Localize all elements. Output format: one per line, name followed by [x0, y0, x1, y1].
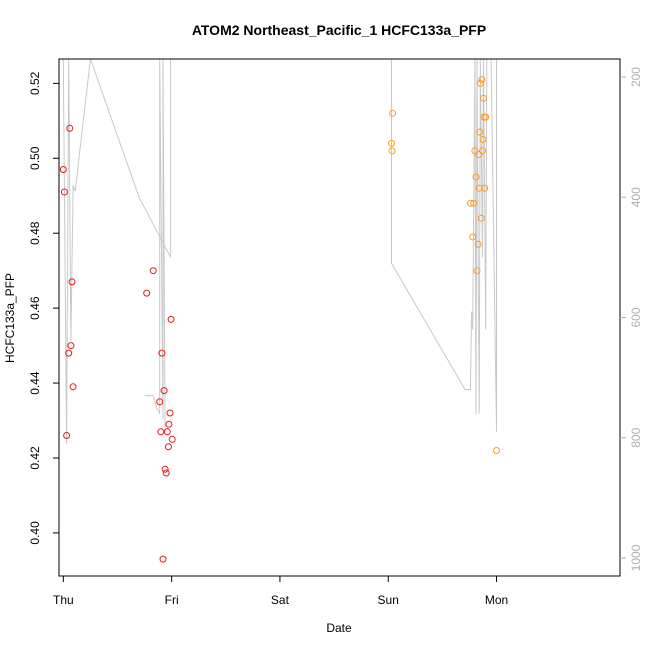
data-point-1-12: [476, 128, 484, 136]
pressure-line-1: [62, 59, 497, 444]
axes: Thu Fri Sat Sun Mon 0.40 0.42 0.44 0.46 0.48 0.50 0…: [28, 67, 643, 607]
data-point-0-7: [69, 383, 77, 391]
data-point-0-13: [159, 555, 167, 563]
data-point-1-17: [479, 136, 487, 143]
data-point-0-17: [163, 428, 171, 436]
data-point-0-14: [160, 387, 168, 395]
data-point-1-8: [473, 267, 481, 275]
data-point-0-8: [143, 289, 151, 297]
plot-frame: [58, 58, 621, 577]
data-point-0-16: [162, 469, 170, 477]
data-point-0-5: [67, 342, 75, 350]
data-point-0-18: [164, 443, 172, 451]
data-point-0-11: [157, 428, 165, 436]
y-tick-label-2: 0.44: [28, 371, 42, 395]
data-point-1-21: [482, 113, 490, 121]
y-tick-label-3: 0.46: [28, 296, 42, 320]
data-point-1-14: [477, 214, 485, 222]
data-point-0-15: [161, 465, 169, 473]
data-point-1-16: [479, 147, 486, 155]
data-point-1-5: [470, 199, 478, 207]
y-tick-label-4: 0.48: [28, 221, 42, 245]
data-point-0-12: [158, 349, 166, 357]
x-tick-label-1: Fri: [165, 593, 179, 607]
chart-title: ATOM2 Northeast_Pacific_1 HCFC133a_PFP: [192, 22, 486, 38]
data-point-1-11: [475, 184, 483, 192]
data-point-1-18: [480, 94, 487, 102]
data-point-1-2: [389, 109, 397, 117]
data-point-0-1: [60, 188, 68, 196]
data-point-1-15: [478, 76, 486, 84]
data-point-0-22: [168, 435, 176, 443]
x-axis-label: Date: [326, 621, 352, 635]
data-point-0-2: [63, 432, 71, 439]
data-point-0-10: [156, 398, 164, 406]
data-point-1-6: [471, 147, 479, 155]
data-point-1-4: [469, 233, 477, 241]
data-point-1-7: [472, 173, 480, 181]
right-tick-label-3: 800: [629, 427, 643, 447]
data-point-1-20: [481, 184, 489, 192]
data-point-0-4: [66, 124, 74, 132]
data-point-1-22: [493, 447, 500, 454]
plot-marks: [59, 59, 500, 563]
x-tick-label-3: Sun: [378, 593, 399, 607]
right-tick-label-4: 1000: [629, 544, 643, 571]
y-axis-label: HCFC133a_PFP: [3, 273, 17, 363]
data-point-0-20: [166, 409, 174, 417]
data-point-1-13: [476, 79, 484, 87]
data-point-0-0: [59, 166, 67, 173]
data-point-1-10: [475, 151, 483, 158]
pressure-line-2: [144, 59, 166, 432]
y-tick-label-5: 0.50: [28, 146, 42, 170]
data-point-1-1: [388, 147, 396, 155]
y-tick-label-6: 0.52: [28, 71, 42, 95]
data-point-1-3: [467, 199, 474, 207]
right-tick-label-0: 200: [629, 67, 643, 87]
y-tick-label-1: 0.42: [28, 446, 42, 470]
x-tick-label-4: Mon: [485, 593, 508, 607]
data-point-0-3: [65, 349, 73, 357]
y-tick-label-0: 0.40: [28, 521, 42, 545]
x-tick-label-2: Sat: [271, 593, 290, 607]
data-point-1-9: [474, 240, 482, 248]
data-point-1-0: [388, 139, 395, 147]
data-point-0-21: [167, 315, 175, 323]
right-tick-label-1: 400: [629, 187, 643, 207]
data-point-0-6: [68, 278, 76, 286]
data-point-0-19: [165, 420, 173, 428]
x-tick-label-0: Thu: [53, 593, 74, 607]
data-point-0-9: [149, 267, 157, 275]
right-tick-label-2: 600: [629, 307, 643, 327]
